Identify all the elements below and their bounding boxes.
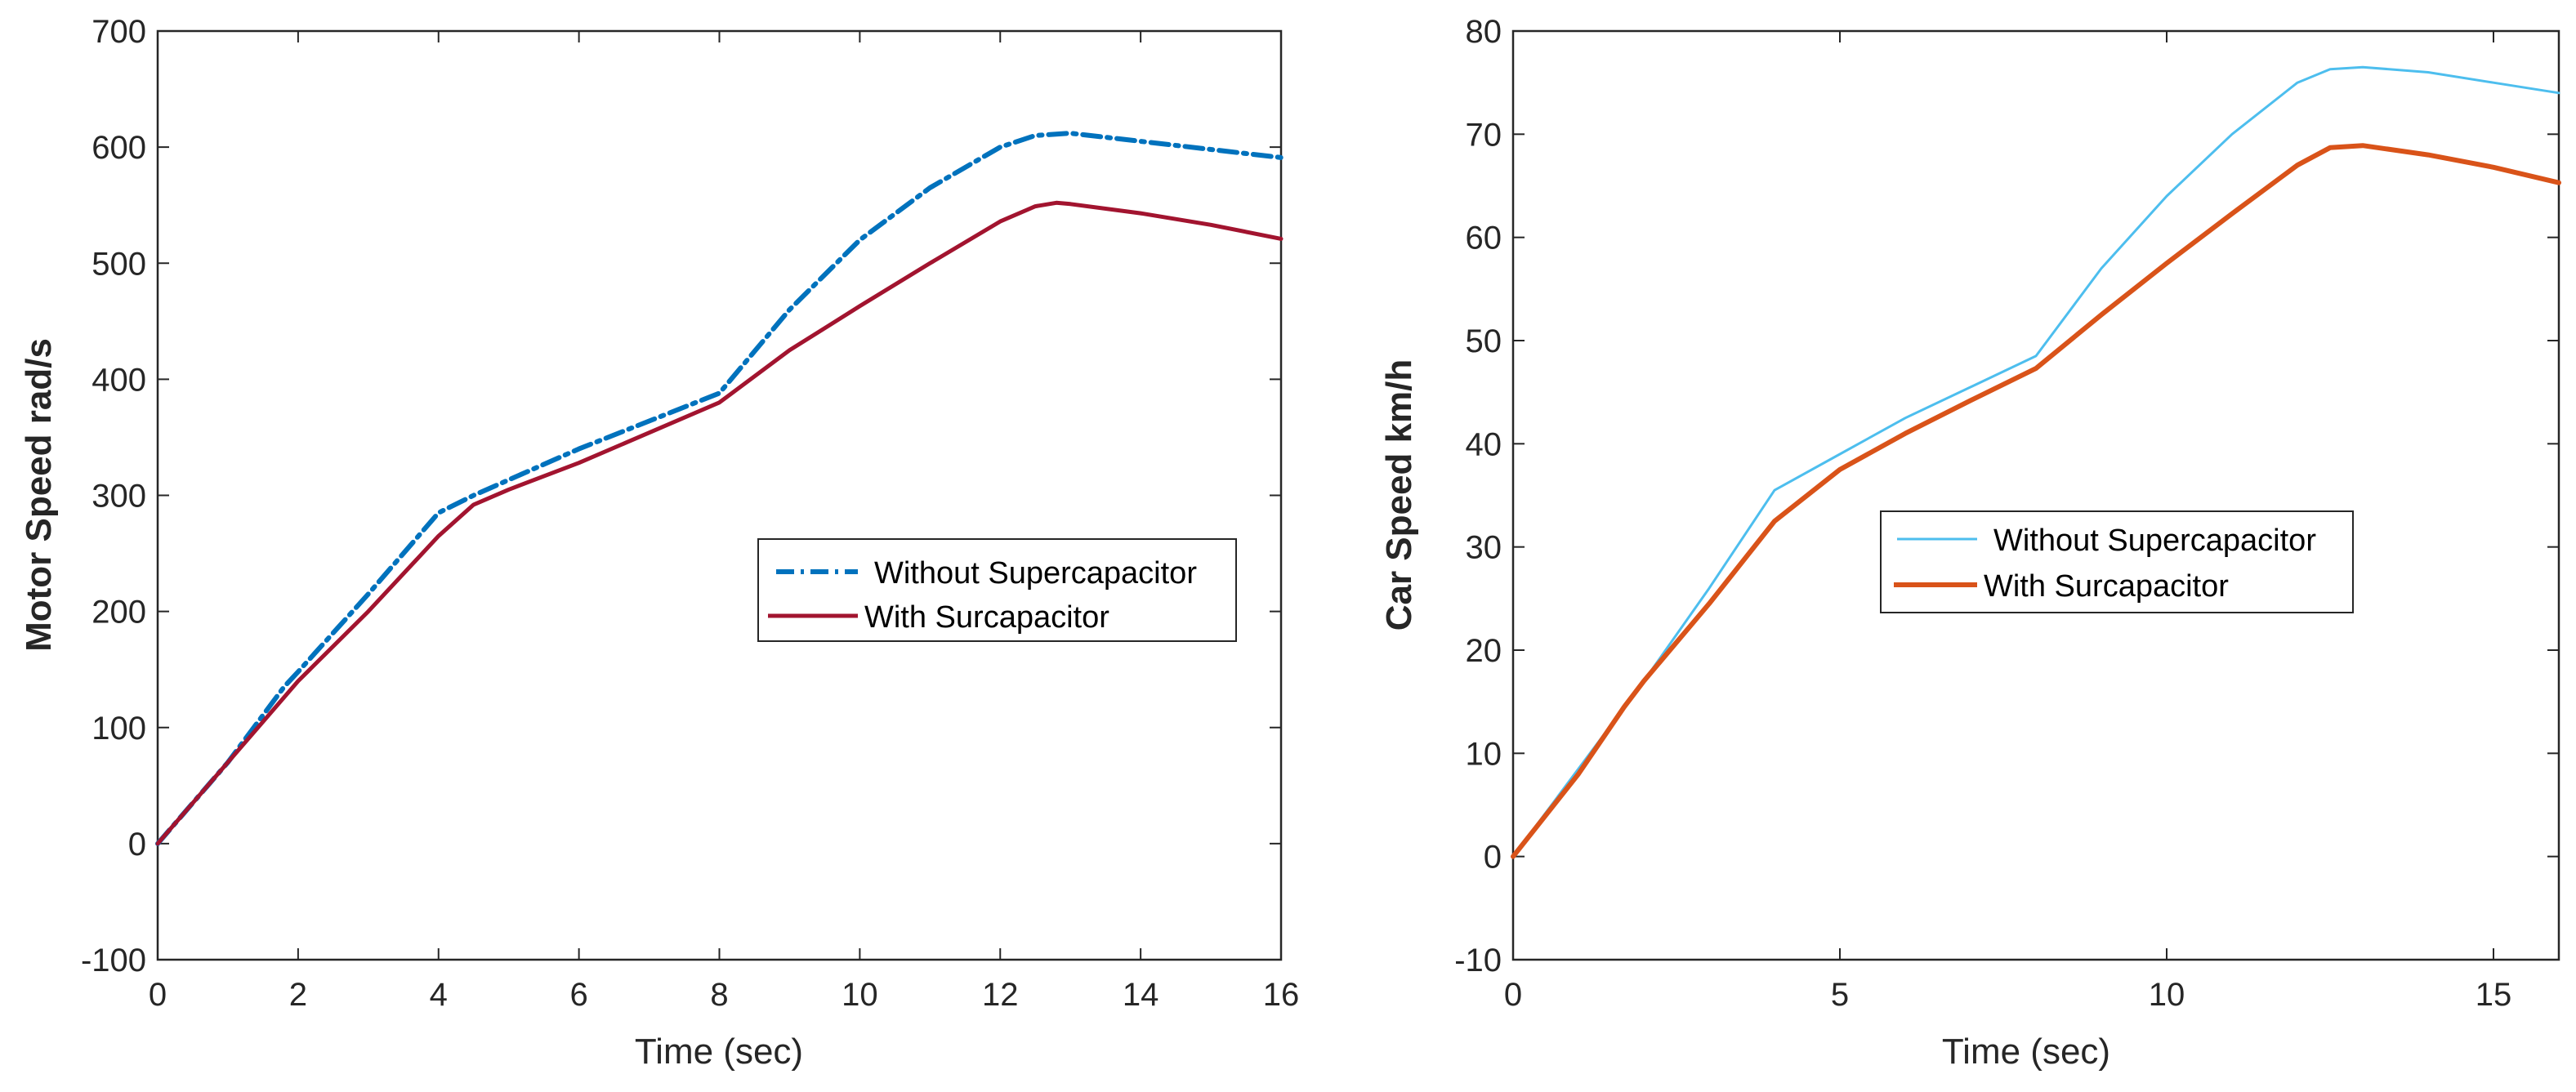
x-tick-label: 0 [149, 977, 167, 1013]
x-tick-label: 10 [2149, 977, 2185, 1013]
plot-area [156, 29, 1283, 961]
y-axis-label: Car Speed km/h [1379, 359, 1419, 631]
legend: Without Supercapacitor With Surcapacitor [757, 538, 1237, 642]
y-tick-label: 20 [1466, 633, 1502, 669]
y-tick-label: 50 [1466, 323, 1502, 359]
y-tick-label: -100 [81, 943, 146, 978]
y-tick-label: 0 [1484, 840, 1502, 876]
x-tick-label: 0 [1504, 977, 1522, 1013]
y-tick-label: 600 [92, 130, 146, 166]
y-tick-label: 700 [92, 14, 146, 50]
x-tick-label: 6 [570, 977, 588, 1013]
x-axis-label: Time (sec) [635, 1032, 803, 1072]
x-tick-label: 16 [1263, 977, 1300, 1013]
y-tick-label: -10 [1454, 943, 1502, 978]
series-line-without-supercapacitor [1511, 65, 2560, 858]
y-tick-label: 40 [1466, 426, 1502, 462]
y-tick-label: 10 [1466, 736, 1502, 772]
legend-box [757, 538, 1237, 642]
series-line-with-surcapacitor [155, 200, 1284, 846]
legend-label-without-supercapacitor: Without Supercapacitor [874, 556, 1197, 591]
y-tick-label: 0 [128, 827, 146, 862]
y-tick-label: 100 [92, 711, 146, 747]
series-line-with-surcapacitor [1511, 143, 2561, 859]
legend-label-with-surcapacitor: With Surcapacitor [864, 600, 1109, 635]
y-tick-label: 70 [1466, 117, 1502, 153]
legend-box [1880, 510, 2354, 613]
series-group [155, 131, 1284, 846]
x-axis-label: Time (sec) [1942, 1032, 2110, 1072]
legend: Without Supercapacitor With Surcapacitor [1880, 510, 2354, 613]
x-tick-label: 8 [710, 977, 728, 1013]
x-tick-label: 12 [982, 977, 1019, 1013]
legend-label-with-surcapacitor: With Surcapacitor [1984, 569, 2229, 604]
motor-speed-chart: 0 2 4 6 8 10 12 14 16-1000100200300400500600700 … [19, 14, 1299, 1072]
y-tick-label: 200 [92, 595, 146, 631]
y-axis-label: Motor Speed rad/s [19, 338, 59, 652]
series-group [1511, 65, 2561, 859]
y-tick-label: 400 [92, 362, 146, 398]
legend-label-without-supercapacitor: Without Supercapacitor [1993, 524, 2316, 558]
series-line-without-supercapacitor [155, 131, 1284, 846]
y-tick-label: 500 [92, 246, 146, 282]
plot-area [1511, 29, 2560, 961]
x-tick-label: 5 [1831, 977, 1849, 1013]
y-tick-label: 300 [92, 479, 146, 515]
y-tick-label: 30 [1466, 530, 1502, 566]
x-tick-label: 15 [2476, 977, 2512, 1013]
x-tick-label: 2 [289, 977, 307, 1013]
x-tick-label: 10 [842, 977, 878, 1013]
y-tick-label: 60 [1466, 221, 1502, 256]
x-tick-label: 4 [430, 977, 448, 1013]
x-tick-label: 14 [1123, 977, 1159, 1013]
y-tick-label: 80 [1466, 14, 1502, 50]
